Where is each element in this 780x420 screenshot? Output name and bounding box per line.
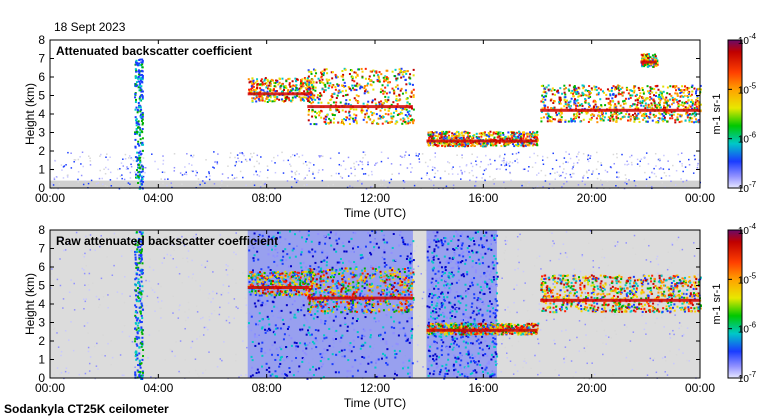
x-tick-label: 00:00	[35, 381, 65, 395]
y-tick-label: 8	[38, 223, 45, 237]
feature-noise_block	[247, 230, 415, 380]
feature-cloud	[247, 270, 315, 297]
x-tick-label: 20:00	[577, 381, 607, 395]
feature-noise_block	[426, 230, 499, 380]
y-tick-label: 3	[38, 126, 45, 140]
x-axis-label: Time (UTC)	[344, 206, 406, 220]
feature-fog_streak	[134, 230, 145, 380]
y-tick-label: 6	[38, 70, 45, 84]
feature-cloud	[640, 53, 659, 68]
date-label: 18 Sept 2023	[54, 20, 126, 34]
y-tick-label: 0	[38, 371, 45, 385]
y-axis-label: Height (km)	[23, 273, 37, 335]
y-tick-label: 5	[38, 89, 45, 103]
feature-cloud	[307, 67, 415, 126]
y-tick-label: 4	[38, 107, 45, 121]
colorbar-tick-label: 10-4	[738, 32, 757, 47]
y-tick-label: 5	[38, 279, 45, 293]
feature-cloud	[540, 274, 702, 314]
heatmap-cells	[50, 230, 702, 380]
y-tick-label: 1	[38, 353, 45, 367]
y-tick-label: 4	[38, 297, 45, 311]
feature-fog_streak	[134, 58, 145, 190]
feature-cloud	[426, 130, 539, 148]
y-tick-label: 2	[38, 144, 45, 158]
y-tick-label: 1	[38, 163, 45, 177]
feature-cloud	[426, 322, 540, 336]
colorbar-label: m-1 sr-1	[711, 94, 723, 135]
x-tick-label: 00:00	[35, 191, 65, 205]
x-tick-label: 16:00	[468, 381, 498, 395]
x-tick-label: 12:00	[360, 381, 390, 395]
colorbar	[727, 229, 743, 379]
y-axis-label: Height (km)	[23, 83, 37, 145]
instrument-label: Sodankyla CT25K ceilometer	[4, 402, 169, 416]
x-tick-label: 04:00	[143, 191, 173, 205]
x-axis-label: Time (UTC)	[344, 396, 406, 410]
feature-cloud	[540, 84, 702, 124]
feature-cloud	[307, 267, 415, 314]
y-tick-label: 7	[38, 52, 45, 66]
panel-attenuated-backscatter: 00:00 04:00 08:00 12:00 16:00 20:00 00:0001234…	[23, 32, 757, 220]
colorbar	[727, 39, 743, 189]
y-tick-label: 8	[38, 33, 45, 47]
panel-raw-attenuated-backscatter: 00:00 04:00 08:00 12:00 16:00 20:00 00:0001234…	[23, 222, 757, 410]
chart-title: Attenuated backscatter coefficient	[56, 44, 252, 58]
y-tick-label: 2	[38, 334, 45, 348]
x-tick-label: 12:00	[360, 191, 390, 205]
x-tick-label: 00:00	[685, 381, 715, 395]
x-tick-label: 04:00	[143, 381, 173, 395]
colorbar-label: m-1 sr-1	[711, 284, 723, 325]
chart-title: Raw attenuated backscatter coefficient	[56, 234, 278, 248]
y-tick-label: 6	[38, 260, 45, 274]
x-tick-label: 08:00	[252, 381, 282, 395]
y-tick-label: 0	[38, 181, 45, 195]
y-tick-label: 3	[38, 316, 45, 330]
colorbar-tick-label: 10-4	[738, 222, 757, 237]
x-tick-label: 16:00	[468, 191, 498, 205]
x-tick-label: 00:00	[685, 191, 715, 205]
y-tick-label: 7	[38, 242, 45, 256]
x-tick-label: 20:00	[577, 191, 607, 205]
x-tick-label: 08:00	[252, 191, 282, 205]
